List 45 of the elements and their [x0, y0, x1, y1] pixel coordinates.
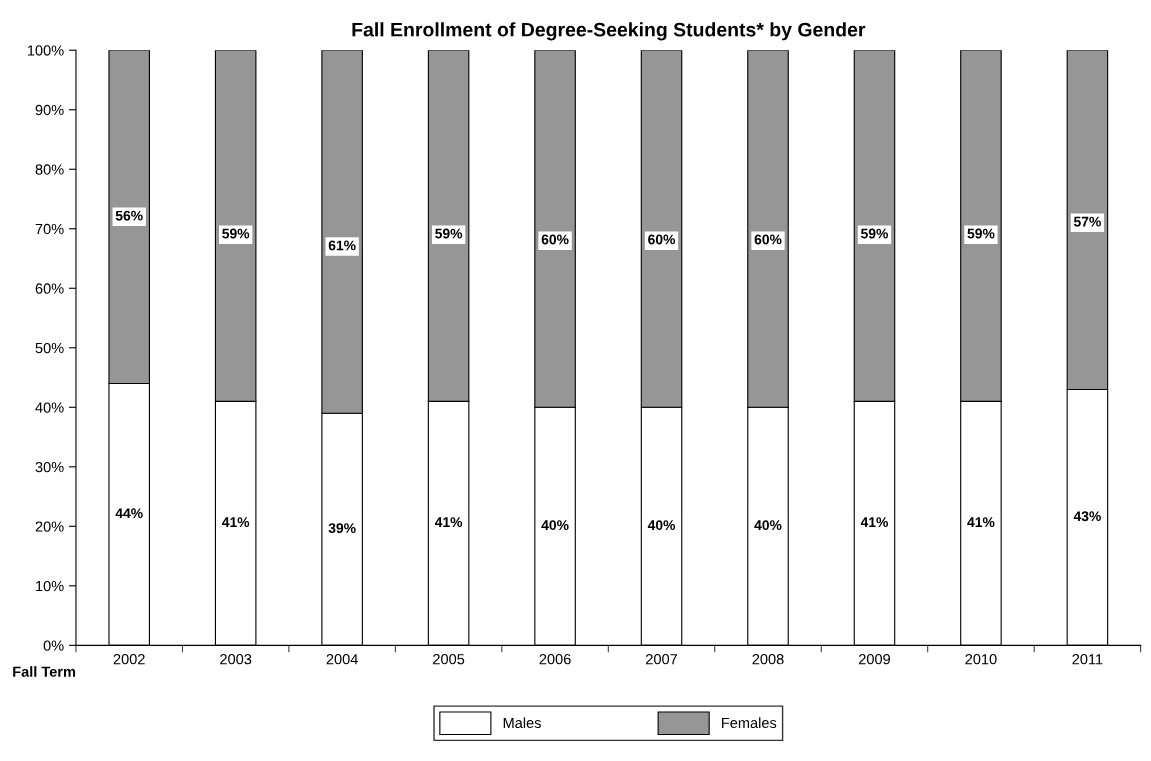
data-label: 60% — [541, 234, 569, 245]
y-tick-label: 100% — [27, 45, 64, 56]
y-tick-label: 40% — [35, 402, 64, 413]
data-label: 57% — [1073, 216, 1101, 227]
data-label: 59% — [861, 228, 889, 239]
y-tick-label: 20% — [35, 521, 64, 532]
data-label: 41% — [967, 517, 995, 528]
data-label: 60% — [648, 234, 676, 245]
data-label: 59% — [967, 228, 995, 239]
data-label: 60% — [754, 234, 782, 245]
legend-label: Males — [503, 717, 541, 729]
data-label: 41% — [860, 517, 889, 528]
x-tick-label: 2004 — [326, 654, 358, 665]
data-label: 41% — [221, 517, 250, 528]
data-label: 44% — [115, 508, 143, 519]
x-tick-label: 2007 — [646, 654, 678, 665]
x-tick-label: 2008 — [752, 654, 784, 665]
y-tick-label: 90% — [35, 104, 64, 116]
data-label: 56% — [115, 210, 143, 221]
data-label: 59% — [222, 228, 250, 239]
x-tick-label: 2011 — [1072, 654, 1103, 665]
x-axis-title: Fall Term — [13, 666, 76, 677]
x-tick-label: 2003 — [220, 654, 252, 665]
data-label: 40% — [754, 520, 782, 531]
y-tick-label: 80% — [35, 164, 64, 175]
y-tick-label: 30% — [35, 461, 64, 473]
y-tick-label: 10% — [36, 580, 64, 592]
data-label: 41% — [434, 517, 463, 528]
y-tick-label: 0% — [43, 640, 64, 651]
y-tick-label: 50% — [35, 342, 64, 354]
x-tick-label: 2010 — [965, 654, 997, 665]
data-label: 39% — [328, 523, 356, 534]
x-tick-label: 2006 — [539, 654, 571, 665]
data-label: 43% — [1073, 511, 1101, 522]
x-tick-label: 2009 — [858, 654, 890, 665]
data-label: 61% — [328, 240, 356, 251]
data-label: 40% — [541, 520, 569, 531]
data-label: 59% — [435, 228, 463, 239]
y-tick-label: 60% — [35, 283, 64, 294]
data-label: 40% — [647, 520, 676, 531]
legend-label: Females — [722, 717, 777, 729]
x-tick-label: 2002 — [113, 654, 145, 665]
chart-title: Fall Enrollment of Degree-Seeking Students* by Gender — [352, 22, 866, 41]
y-tick-label: 70% — [35, 223, 64, 235]
x-tick-label: 2005 — [433, 654, 465, 665]
